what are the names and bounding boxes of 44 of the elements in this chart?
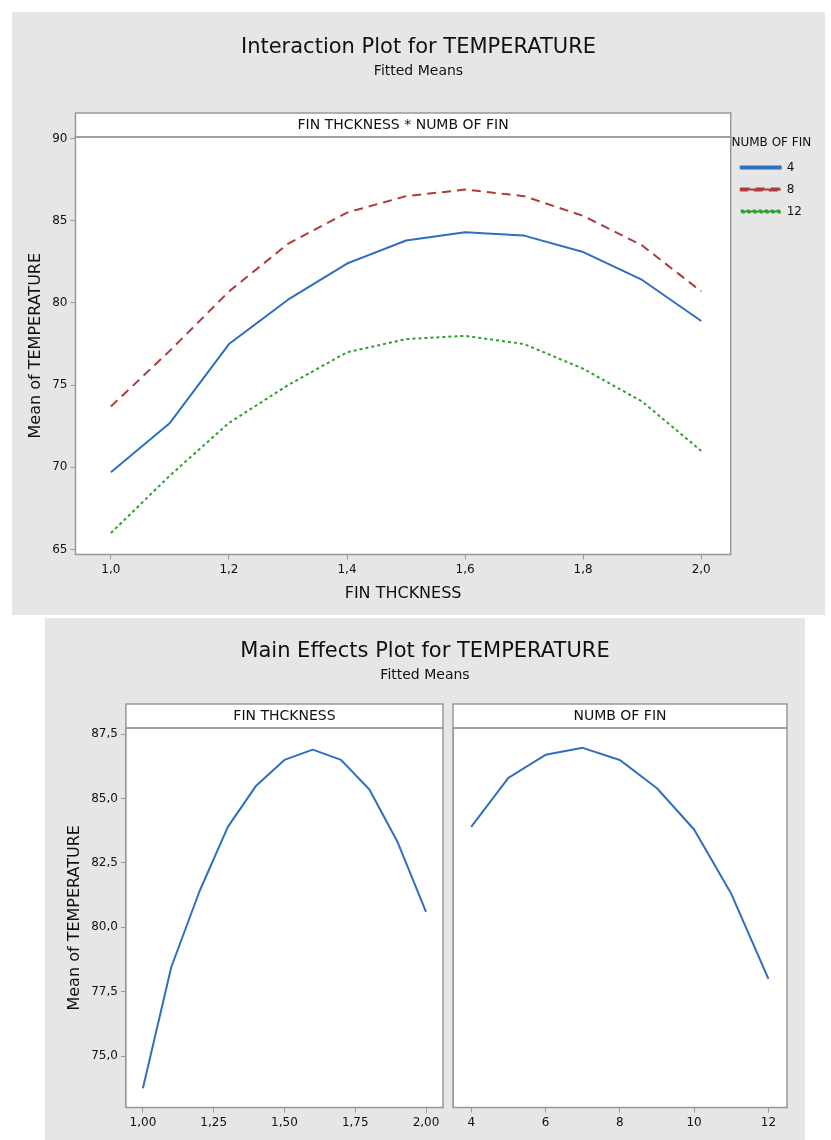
y-tick-label: 65 (52, 541, 68, 556)
legend-label: 8 (786, 181, 795, 196)
x-tick-label: 6 (541, 1114, 550, 1129)
legend-title: NUMB OF FIN (731, 135, 812, 150)
x-tick-label: 1,0 (101, 561, 121, 576)
x-tick-label: 10 (686, 1114, 702, 1129)
legend-label: 4 (786, 159, 795, 174)
x-tick-label: 1,75 (341, 1114, 369, 1129)
text: FIN THCKNESS (233, 706, 336, 723)
line-series (109, 188, 703, 408)
y-tick-label: 75,0 (91, 1048, 118, 1063)
x-tick-label: 2,0 (691, 561, 711, 576)
x-tick-label: 8 (615, 1114, 624, 1129)
line-series (109, 334, 703, 535)
x-tick-label: 1,25 (200, 1114, 228, 1129)
x-tick-label: 1,8 (573, 561, 593, 576)
chart-title: Interaction Plot for TEMPERATURE (239, 34, 598, 58)
y-tick-label: 70 (52, 459, 68, 474)
x-tick-label: 1,6 (455, 561, 475, 576)
text: NUMB OF FIN (573, 706, 667, 723)
y-tick-label: 75 (52, 377, 68, 392)
y-tick-label: 85 (52, 212, 68, 227)
x-tick-label: 1,4 (337, 561, 357, 576)
y-tick-label: 77,5 (91, 983, 118, 998)
x-tick-label: 4 (467, 1114, 476, 1129)
x-tick-label: 1,2 (219, 561, 239, 576)
x-tick-label: 1,50 (271, 1114, 298, 1129)
chart-title: Main Effects Plot for TEMPERATURE (239, 638, 611, 662)
y-tick-label: 90 (52, 130, 68, 145)
y-tick-label: 80 (52, 295, 68, 310)
legend-label: 12 (786, 203, 803, 218)
y-tick-label: 80,0 (91, 919, 118, 934)
x-tick-label: 2,00 (412, 1114, 440, 1129)
text: FIN THCKNESS * NUMB OF FIN (297, 115, 509, 132)
x-tick-label: 12 (760, 1114, 777, 1129)
y-axis-title: Mean of TEMPERATURE (63, 825, 83, 1011)
chart-subtitle: Fitted Means (379, 666, 471, 682)
x-axis-title: FIN THCKNESS (344, 582, 462, 602)
chart-subtitle: Fitted Means (372, 62, 465, 78)
x-tick-label: 1,00 (129, 1114, 157, 1129)
y-tick-label: 85,0 (91, 790, 118, 805)
y-axis-title: Mean of TEMPERATURE (24, 252, 44, 439)
y-tick-label: 87,5 (91, 726, 118, 741)
y-tick-label: 82,5 (91, 855, 118, 870)
